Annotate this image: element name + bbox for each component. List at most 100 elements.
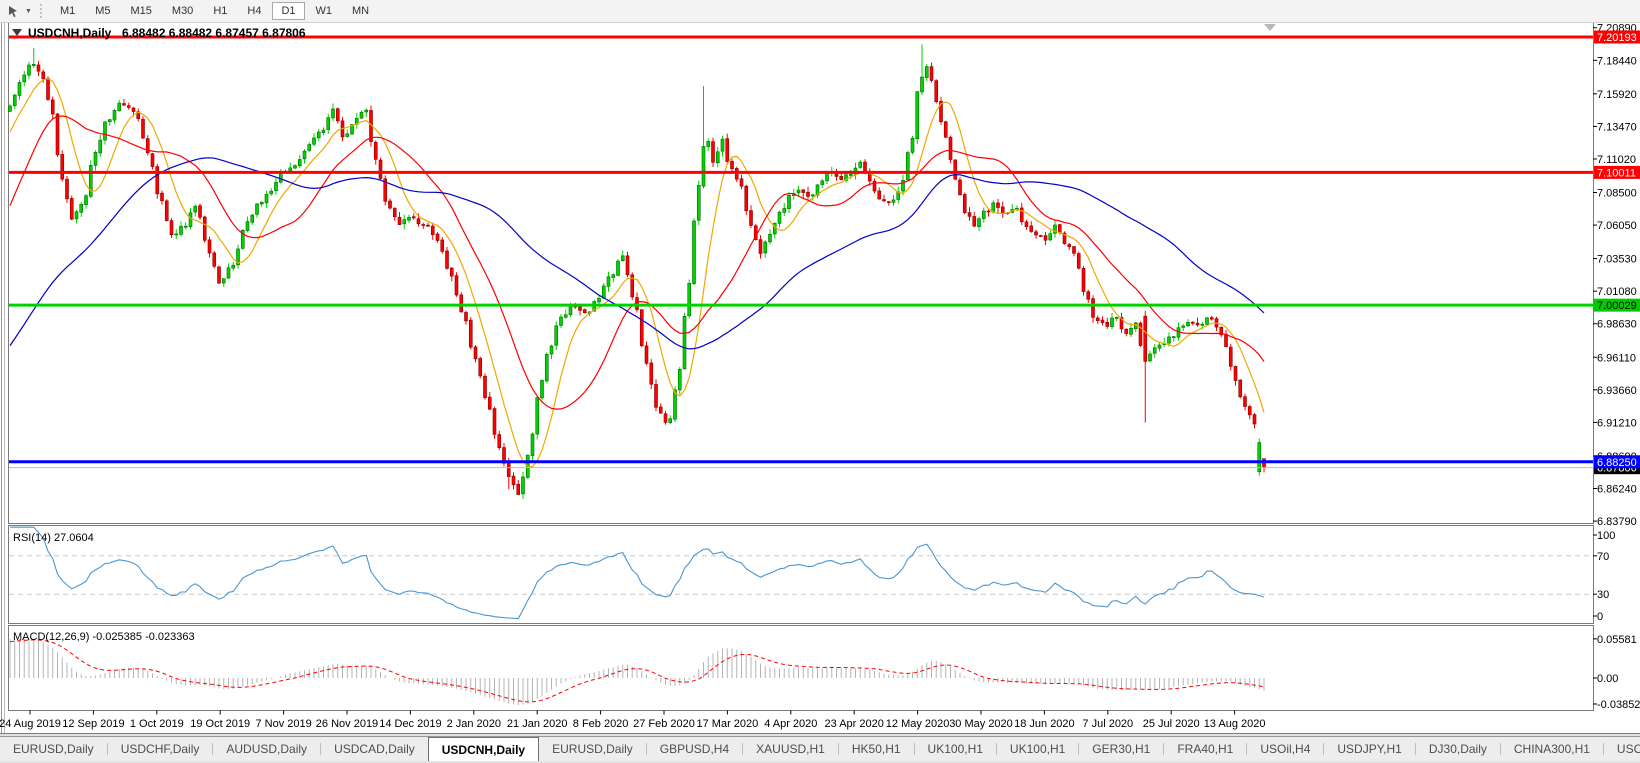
timeframe-button-m5[interactable]: M5 <box>95 5 111 17</box>
horizontal-level-lines[interactable] <box>9 35 1593 469</box>
timeframe-button-h4[interactable]: H4 <box>247 5 262 17</box>
symbol-dropdown-icon[interactable] <box>12 29 22 36</box>
tab-separator <box>1078 743 1080 755</box>
chart-title: USDCNH,Daily <box>28 26 112 40</box>
date-label: 4 Apr 2020 <box>764 718 817 730</box>
tab-separator <box>1499 743 1501 755</box>
tab-separator <box>1602 743 1604 755</box>
tab-uk100-h1[interactable]: UK100,H1 <box>1009 742 1066 756</box>
tab-gbpusd-h4[interactable]: GBPUSD,H4 <box>659 742 730 756</box>
tab-separator <box>212 743 214 755</box>
cursor-tool-icon[interactable] <box>4 3 22 19</box>
timeframe-button-h1[interactable]: H1 <box>213 5 228 17</box>
rsi-level-label: 70 <box>1597 551 1609 563</box>
price-badge-7.20193: 7.20193 <box>1597 32 1637 44</box>
rsi-label: RSI(14) 27.0604 <box>13 532 94 544</box>
price-badge-7.10011: 7.10011 <box>1597 167 1636 179</box>
chevron-down-icon[interactable]: ▼ <box>25 7 32 15</box>
timeframe-button-m15[interactable]: M15 <box>130 5 152 17</box>
tab-usoil-h4[interactable]: USOil,H4 <box>1260 742 1311 756</box>
tab-uk100-h1[interactable]: UK100,H1 <box>927 742 983 756</box>
price-tick-label: 7.15920 <box>1597 89 1637 101</box>
date-label: 23 Apr 2020 <box>825 718 884 730</box>
date-label: 30 May 2020 <box>949 718 1013 730</box>
date-label: 24 Aug 2019 <box>0 718 61 730</box>
tab-usdjpy-h1[interactable]: USDJPY,H1 <box>1337 742 1402 756</box>
price-tick-label: 6.98630 <box>1597 319 1637 331</box>
timeframe-button-m30[interactable]: M30 <box>171 5 194 17</box>
date-label: 2 Jan 2020 <box>447 718 501 730</box>
rsi-level-label: 30 <box>1597 589 1609 601</box>
tab-hk50-h1[interactable]: HK50,H1 <box>851 742 901 756</box>
tab-eurusd-daily[interactable]: EURUSD,Daily <box>552 742 633 756</box>
date-label: 7 Nov 2019 <box>255 718 311 730</box>
price-tick-label: 7.13470 <box>1597 121 1637 133</box>
tab-separator <box>1163 743 1165 755</box>
timeframe-button-mn[interactable]: MN <box>352 5 370 17</box>
rsi-level-label: 0 <box>1597 611 1603 623</box>
price-tick-label: 7.03530 <box>1597 254 1637 266</box>
timeframe-button-w1[interactable]: W1 <box>315 5 333 17</box>
price-tick-label: 7.18440 <box>1597 55 1637 67</box>
tab-china300-h1[interactable]: CHINA300,H1 <box>1513 742 1590 756</box>
tab-dj30-daily[interactable]: DJ30,Daily <box>1428 742 1487 756</box>
price-tick-label: 6.83790 <box>1597 516 1637 528</box>
toolbar-grip <box>39 4 42 18</box>
rsi-level-label: 100 <box>1597 530 1615 542</box>
tab-separator <box>106 743 108 755</box>
date-label: 12 May 2020 <box>886 718 950 730</box>
macd-label: MACD(12,26,9) -0.025385 -0.023363 <box>13 631 195 643</box>
date-label: 21 Jan 2020 <box>507 718 568 730</box>
date-label: 8 Feb 2020 <box>573 718 629 730</box>
tab-separator <box>1414 743 1416 755</box>
price-badge-6.88250: 6.88250 <box>1597 457 1637 469</box>
tab-xauusd-h1[interactable]: XAUUSD,H1 <box>756 742 825 756</box>
macd-level-label: 0.05581 <box>1597 634 1637 646</box>
tab-separator <box>995 743 997 755</box>
tab-usdchf-daily[interactable]: USDCHF,Daily <box>120 742 200 756</box>
tab-ger30-h1[interactable]: GER30,H1 <box>1092 742 1151 756</box>
macd-level-label: -0.038524 <box>1597 699 1640 711</box>
tab-separator <box>837 743 839 755</box>
date-label: 27 Feb 2020 <box>633 718 695 730</box>
tab-separator <box>1323 743 1325 755</box>
timeframe-button-d1[interactable]: D1 <box>272 2 305 20</box>
chart-ohlc-values: 6.88482 6.88482 6.87457 6.87806 <box>122 26 306 40</box>
chart-shift-marker-icon[interactable] <box>1264 24 1276 31</box>
date-label: 12 Sep 2019 <box>62 718 124 730</box>
price-tick-label: 7.08500 <box>1597 187 1637 199</box>
timeframe-button-m1[interactable]: M1 <box>59 5 76 17</box>
tab-audusd-daily[interactable]: AUDUSD,Daily <box>226 742 308 756</box>
price-tick-label: 6.91210 <box>1597 417 1637 429</box>
moving-average-lines <box>9 78 1265 468</box>
macd-indicator: 0.05581 0.00 -0.038524 <box>9 634 1640 711</box>
tab-eurusd-daily[interactable]: EURUSD,Daily <box>13 742 94 756</box>
tab-separator <box>913 743 915 755</box>
macd-level-label: 0.00 <box>1597 673 1618 685</box>
rsi-indicator: 100 70 30 0 <box>9 526 1615 623</box>
tab-usoil-h1[interactable]: USOil,H1 <box>1616 742 1640 756</box>
price-tick-label: 7.06050 <box>1597 220 1637 232</box>
top-toolbar: ▼ M1 M5 M15 M30 H1 H4 D1 W1 MN <box>0 0 1640 23</box>
date-label: 17 Mar 2020 <box>697 718 759 730</box>
price-tick-label: 6.96110 <box>1597 352 1636 364</box>
date-label: 7 Jul 2020 <box>1082 718 1133 730</box>
date-label: 25 Jul 2020 <box>1143 718 1200 730</box>
tab-separator <box>1246 743 1248 755</box>
tab-fra40-h1[interactable]: FRA40,H1 <box>1177 742 1234 756</box>
date-label: 13 Aug 2020 <box>1204 718 1266 730</box>
date-label: 14 Dec 2019 <box>379 718 441 730</box>
date-label: 19 Oct 2019 <box>190 718 250 730</box>
tab-separator <box>742 743 744 755</box>
price-tick-label: 6.93660 <box>1597 385 1637 397</box>
price-tick-label: 6.86240 <box>1597 484 1637 496</box>
symbol-tab-bar: EURUSD,Daily USDCHF,Daily AUDUSD,Daily USDC… <box>0 736 1640 761</box>
date-label: 18 Jun 2020 <box>1014 718 1075 730</box>
price-tick-label: 7.01080 <box>1597 286 1637 298</box>
date-label: 1 Oct 2019 <box>130 718 184 730</box>
tab-usdcad-daily[interactable]: USDCAD,Daily <box>334 742 415 756</box>
tab-usdcnh-daily[interactable]: USDCNH,Daily <box>427 737 540 761</box>
candles-series <box>8 44 1266 499</box>
